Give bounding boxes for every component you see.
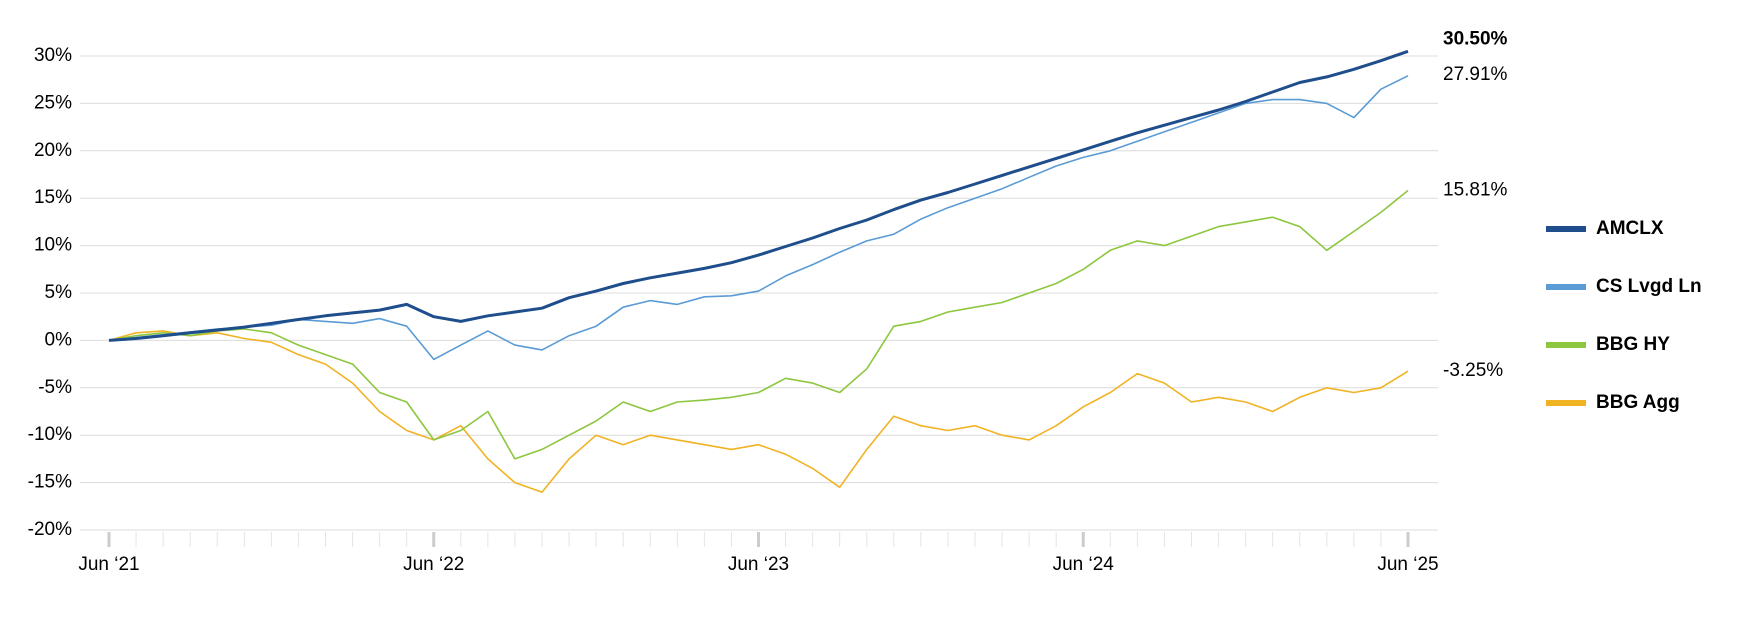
y-tick-label: -15%: [28, 472, 72, 493]
x-tick-label: Jun ‘21: [78, 554, 139, 575]
x-tick-label: Jun ‘22: [403, 554, 464, 575]
y-tick-label: -10%: [28, 424, 72, 445]
series-line: [108, 75, 1409, 361]
y-tick-label: 10%: [34, 235, 72, 256]
end-value-label: -3.25%: [1443, 360, 1503, 381]
series-line: [108, 330, 1409, 493]
end-value-label: 30.50%: [1443, 28, 1508, 49]
y-tick-label: 30%: [34, 45, 72, 66]
y-tick-label: -5%: [38, 377, 72, 398]
legend-label: BBG Agg: [1596, 392, 1680, 413]
y-tick-label: 15%: [34, 187, 72, 208]
y-tick-label: -20%: [28, 519, 72, 540]
series-line: [108, 49, 1409, 342]
series-line: [108, 189, 1409, 460]
y-tick-label: 5%: [45, 282, 73, 303]
y-tick-label: 20%: [34, 140, 72, 161]
legend-swatch: [1546, 284, 1586, 290]
y-tick-label: 25%: [34, 92, 72, 113]
end-value-label: 15.81%: [1443, 180, 1508, 201]
y-tick-label: 0%: [45, 329, 73, 350]
legend-swatch: [1546, 342, 1586, 348]
legend-label: CS Lvgd Ln: [1596, 276, 1702, 297]
x-tick-label: Jun ‘24: [1053, 554, 1115, 575]
x-tick-label: Jun ‘25: [1377, 554, 1438, 575]
legend-swatch: [1546, 226, 1586, 232]
end-value-label: 27.91%: [1443, 64, 1508, 85]
legend-label: BBG HY: [1596, 334, 1670, 355]
legend-swatch: [1546, 400, 1586, 406]
x-tick-label: Jun ‘23: [728, 554, 789, 575]
legend-label: AMCLX: [1596, 218, 1664, 239]
